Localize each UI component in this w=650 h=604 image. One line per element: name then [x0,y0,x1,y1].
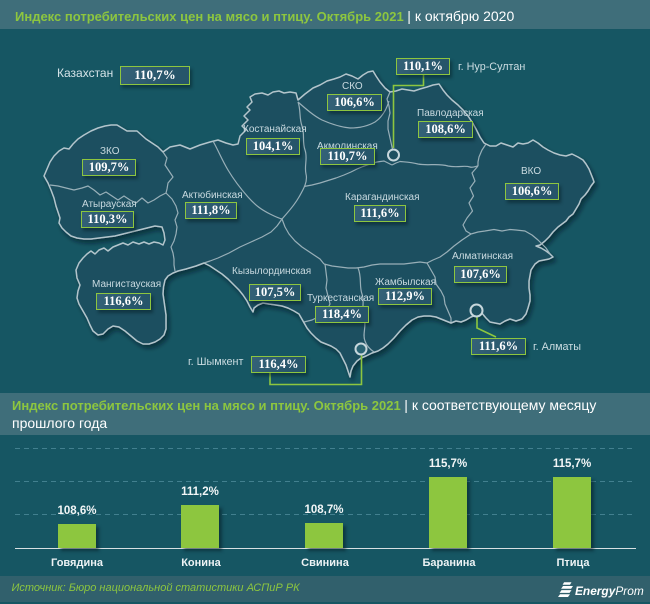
svg-text:EnergyProm: EnergyProm [575,584,644,598]
